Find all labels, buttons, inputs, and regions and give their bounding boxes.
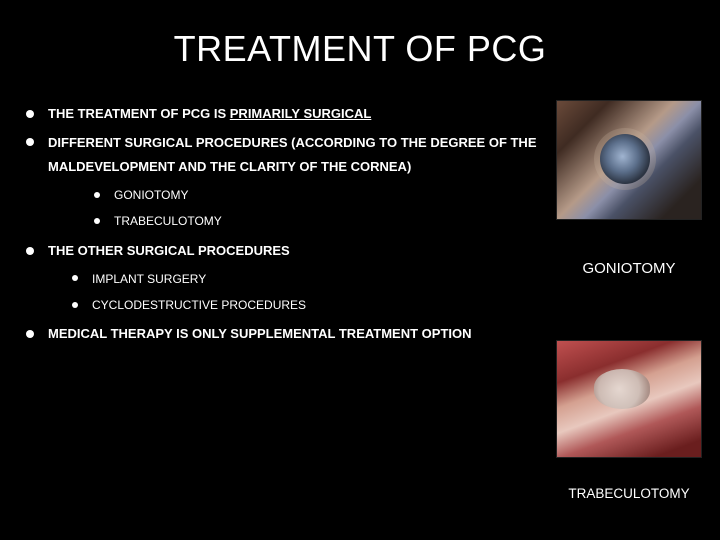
slide-title: TREATMENT OF PCG xyxy=(0,28,720,70)
bullet-3: THE OTHER SURGICAL PROCEDURES IMPLANT SU… xyxy=(24,239,544,318)
slide: TREATMENT OF PCG THE TREATMENT OF PCG IS… xyxy=(0,0,720,540)
bullet-2-sublist: GONIOTOMY TRABECULOTOMY xyxy=(90,182,544,235)
bullet-2-text: DIFFERENT SURGICAL PROCEDURES (ACCORDING… xyxy=(48,135,537,175)
goniotomy-image xyxy=(556,100,702,220)
bullet-3-sub-1: IMPLANT SURGERY xyxy=(68,266,544,292)
bullet-list: THE TREATMENT OF PCG IS PRIMARILY SURGIC… xyxy=(24,102,544,347)
bullet-1: THE TREATMENT OF PCG IS PRIMARILY SURGIC… xyxy=(24,102,544,127)
bullet-1-pre: THE TREATMENT OF PCG IS xyxy=(48,106,230,121)
bullet-3-sublist: IMPLANT SURGERY CYCLODESTRUCTIVE PROCEDU… xyxy=(68,266,544,319)
bullet-2-sub-2: TRABECULOTOMY xyxy=(90,208,544,234)
content-area: THE TREATMENT OF PCG IS PRIMARILY SURGIC… xyxy=(24,102,544,351)
bullet-2-sub-1: GONIOTOMY xyxy=(90,182,544,208)
goniotomy-caption: GONIOTOMY xyxy=(556,260,702,277)
trabeculotomy-caption: TRABECULOTOMY xyxy=(556,486,702,501)
bullet-3-sub-2: CYCLODESTRUCTIVE PROCEDURES xyxy=(68,292,544,318)
bullet-2: DIFFERENT SURGICAL PROCEDURES (ACCORDING… xyxy=(24,131,544,235)
bullet-1-underline: PRIMARILY SURGICAL xyxy=(230,106,372,121)
bullet-4: MEDICAL THERAPY IS ONLY SUPPLEMENTAL TRE… xyxy=(24,322,544,347)
bullet-3-text: THE OTHER SURGICAL PROCEDURES xyxy=(48,243,290,258)
trabeculotomy-image xyxy=(556,340,702,458)
